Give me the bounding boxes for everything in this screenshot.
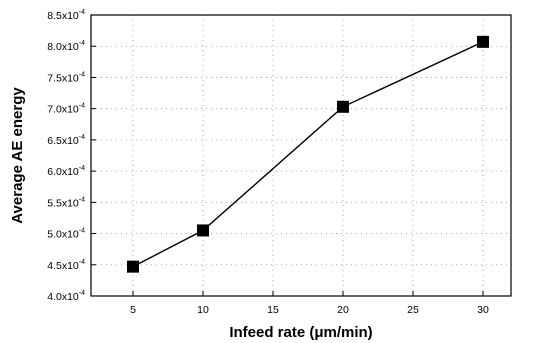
y-tick-exponent: -4 [79,165,85,172]
y-tick-label: 5.5x10-4 [47,196,85,209]
x-tick-label: 10 [197,304,209,316]
y-tick-exponent: -4 [79,196,85,203]
y-axis: 4.0x10-4 4.5x10-4 5.0x10-4 5.5x10-4 6.0x10-4… [47,9,96,303]
x-tick-label: 15 [267,304,279,316]
x-tick-label: 20 [337,304,349,316]
y-tick-exponent: -4 [79,228,85,235]
y-tick-label: 8.0x10-4 [47,40,85,53]
y-tick-exponent: -4 [79,134,85,141]
x-tick-label: 25 [407,304,419,316]
y-axis-title: Average AE energy [9,87,26,224]
data-point [477,35,489,48]
y-tick-label: 6.5x10-4 [47,134,85,147]
series-layer [127,35,489,273]
y-tick-label: 8.5x10-4 [47,9,85,22]
y-tick-label: 7.0x10-4 [47,103,85,116]
y-tick-exponent: -4 [79,40,85,47]
y-tick-label: 4.0x10-4 [47,290,85,303]
data-point [337,100,349,113]
y-tick-label: 7.5x10-4 [47,71,85,84]
data-point [127,260,139,273]
y-tick-exponent: -4 [79,9,85,16]
y-tick-exponent: -4 [79,290,85,297]
x-axis: 5 10 15 20 25 30 [130,291,489,316]
plot-frame [90,14,512,297]
y-tick-exponent: -4 [79,103,85,110]
y-tick-label: 5.0x10-4 [47,228,85,241]
y-tick-exponent: -4 [79,259,85,266]
grid-lines [91,15,511,296]
y-tick-label: 6.0x10-4 [47,165,85,178]
x-axis-title: Infeed rate (μm/min) [229,324,372,341]
x-tick-label: 30 [477,304,489,316]
data-point [197,224,209,237]
y-tick-label: 4.5x10-4 [47,259,85,272]
y-tick-exponent: -4 [79,71,85,78]
series-line [132,41,484,268]
x-tick-label: 5 [130,304,136,316]
